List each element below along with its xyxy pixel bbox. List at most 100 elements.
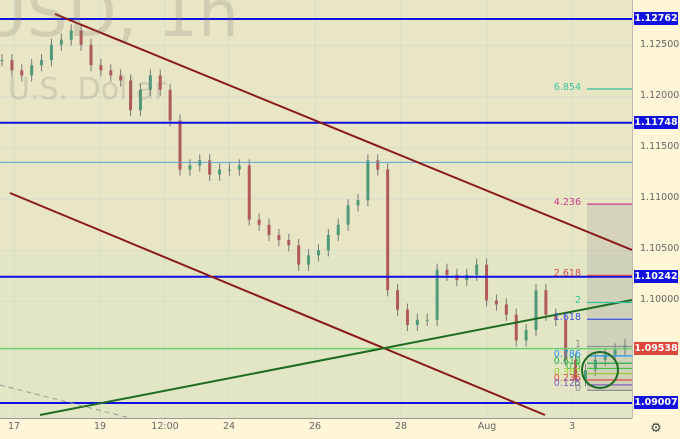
fib-level-label: 0.125 [553, 377, 581, 389]
candle-body [99, 65, 103, 71]
candle-body [257, 219, 261, 225]
candle-body [316, 250, 320, 256]
y-tick: 1.10500 [640, 243, 680, 255]
candle-body [405, 309, 409, 325]
candle-body [247, 165, 251, 220]
candle-body [148, 75, 152, 90]
candle-body [129, 80, 133, 111]
candle-body [356, 200, 360, 206]
candle-body [376, 160, 380, 170]
x-tick: 28 [394, 421, 408, 432]
y-tick: 1.10000 [640, 294, 680, 306]
channel-lower-line [9, 192, 546, 416]
candle-body [218, 169, 222, 175]
candle-body [109, 70, 113, 76]
price-level-label: 1.12762 [634, 12, 678, 25]
candle-body [227, 169, 231, 171]
fib-zone [587, 204, 632, 391]
candle-body [40, 60, 44, 66]
candle-body [445, 269, 449, 275]
fib-level-label: 0.236 [553, 373, 581, 385]
candle-body [425, 319, 429, 321]
fib-level-label: 1.618 [553, 312, 581, 324]
y-tick: 1.12000 [640, 89, 680, 101]
fib-level-label: 4.236 [553, 197, 581, 209]
trend-line [39, 299, 632, 416]
candle-body [326, 234, 330, 251]
gear-icon[interactable]: ⚙ [650, 421, 662, 436]
candle-body [544, 290, 548, 315]
candle-body [534, 290, 538, 331]
candle-body [435, 269, 439, 320]
candle-body [564, 319, 568, 360]
candle-body [415, 319, 419, 325]
candle-body [554, 314, 558, 320]
x-tick: 12:00 [151, 421, 179, 432]
x-tick: 19 [93, 421, 107, 432]
candle-body [514, 314, 518, 341]
candle-body [494, 300, 498, 305]
candle-body [574, 359, 578, 381]
candle-body [69, 30, 73, 40]
price-level-label: 1.10242 [634, 269, 678, 283]
fib-level-label: 0.382 [553, 366, 581, 378]
fib-level-label: 0 [574, 383, 581, 395]
candle-body [89, 44, 93, 66]
candle-body [346, 205, 350, 225]
candle-body [524, 330, 528, 341]
watermark-symbol: USD, 1h [0, 0, 239, 52]
candle-body [593, 359, 597, 370]
candle-body [0, 60, 4, 62]
candle-body [396, 290, 400, 310]
candle-body [267, 224, 271, 235]
fib-level-label: 1 [574, 339, 581, 351]
candle-body [336, 224, 340, 235]
candle-body [168, 89, 172, 121]
candle-body [208, 160, 212, 175]
fib-level-label: 2 [574, 295, 581, 307]
candle-body [158, 75, 162, 90]
candle-body [366, 160, 370, 201]
price-chart[interactable] [0, 0, 632, 418]
x-tick: 3 [568, 421, 576, 432]
channel-upper-line [54, 13, 632, 251]
candle-body [287, 240, 291, 246]
candle-body [277, 234, 281, 241]
candle-body [623, 345, 627, 350]
candle-body [10, 60, 14, 71]
candle-body [198, 160, 202, 166]
x-tick: 17 [7, 421, 21, 432]
candle-body [79, 30, 83, 45]
x-tick: Aug [477, 421, 497, 432]
candle-body [49, 44, 53, 61]
candle-body [138, 89, 142, 111]
candle-body [613, 349, 617, 355]
candle-body [583, 369, 587, 381]
x-tick: 26 [308, 421, 322, 432]
candle-body [178, 120, 182, 170]
candle-body [603, 354, 607, 360]
time-axis[interactable] [0, 418, 632, 439]
candle-body [485, 264, 489, 301]
price-level-label: 1.09007 [634, 395, 678, 409]
highlight-circle [581, 351, 619, 389]
y-tick: 1.12500 [640, 38, 680, 50]
current-price-label: 1.09538 [634, 341, 678, 355]
candle-body [307, 255, 311, 265]
candle-body [504, 304, 508, 315]
candle-body [188, 165, 192, 170]
fib-level-label: 0.786 [553, 348, 581, 360]
y-tick: 1.11000 [640, 192, 680, 204]
candle-body [386, 169, 390, 291]
fib-level-label: 6.854 [553, 82, 581, 94]
price-axis[interactable] [632, 0, 680, 418]
candle-body [119, 75, 123, 81]
candle-body [475, 264, 479, 275]
y-tick: 1.11500 [640, 141, 680, 153]
fib-level-label: 2.618 [553, 268, 581, 280]
x-tick: 24 [222, 421, 236, 432]
dashed-line [0, 384, 131, 418]
fib-level-label: 0.5 [565, 361, 581, 373]
fib-level-label: 0.618 [553, 356, 581, 368]
candle-body [59, 39, 63, 45]
